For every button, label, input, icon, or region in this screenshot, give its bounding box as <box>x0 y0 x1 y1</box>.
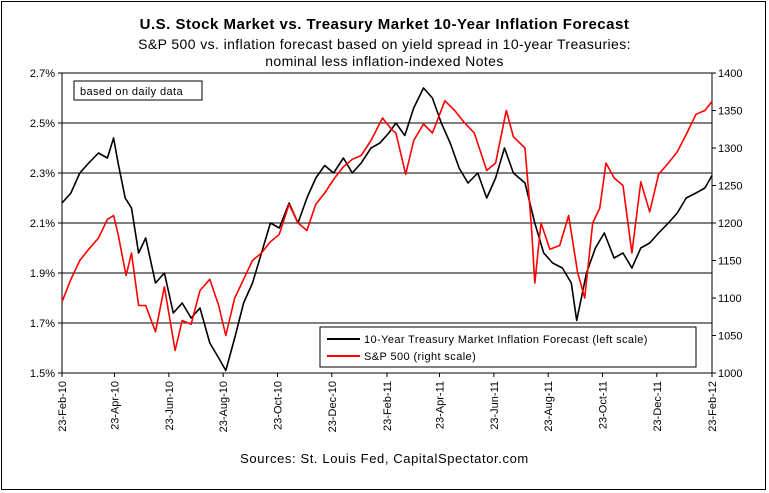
left-axis-tick-label: 2.1% <box>30 218 55 230</box>
left-axis-tick-label: 2.7% <box>30 68 55 80</box>
left-axis-tick-label: 1.5% <box>30 368 55 380</box>
x-axis-tick-label: 23-Oct-10 <box>272 381 284 430</box>
x-axis-tick-label: 23-Jun-11 <box>489 381 501 430</box>
x-axis-tick-label: 23-Dec-11 <box>652 381 664 432</box>
right-axis-tick-label: 1400 <box>718 68 742 80</box>
x-axis-tick-label: 23-Aug-10 <box>218 381 230 432</box>
x-axis-tick-label: 23-Feb-11 <box>382 381 394 431</box>
x-axis-tick-label: 23-Jun-10 <box>164 381 176 431</box>
x-axis-tick-label: 23-Oct-11 <box>597 381 609 429</box>
source-note: Sources: St. Louis Fed, CapitalSpectator… <box>240 451 529 466</box>
legend-label: S&P 500 (right scale) <box>364 351 476 363</box>
legend-label: 10-Year Treasury Market Inflation Foreca… <box>364 334 648 346</box>
sp500-line <box>61 100 713 352</box>
chart-subtitle-line-2: nominal less inflation-indexed Notes <box>265 53 504 69</box>
left-axis-tick-label: 2.3% <box>30 168 55 180</box>
x-axis-tick-label: 23-Apr-11 <box>435 381 447 429</box>
right-axis-tick-label: 1350 <box>718 106 742 118</box>
left-axis-tick-label: 2.5% <box>30 118 55 130</box>
right-axis-tick-label: 1200 <box>718 218 742 230</box>
inflation-forecast-line <box>61 87 713 372</box>
right-axis-tick-label: 1050 <box>718 331 742 343</box>
right-axis-tick-label: 1250 <box>718 181 742 193</box>
x-axis-tick-label: 23-Feb-10 <box>57 381 69 432</box>
legend-box <box>319 326 697 368</box>
x-axis-tick-label: 23-Feb-12 <box>707 381 719 432</box>
right-axis-tick-label: 1000 <box>718 368 742 380</box>
left-axis-tick-label: 1.9% <box>30 268 55 280</box>
annotation-text: based on daily data <box>80 86 183 98</box>
x-axis-tick-label: 23-Apr-10 <box>110 381 122 430</box>
chart-title: U.S. Stock Market vs. Treasury Market 10… <box>139 16 630 33</box>
x-axis-tick-label: 23-Aug-11 <box>543 381 555 432</box>
left-axis-tick-label: 1.7% <box>30 318 55 330</box>
annotation-box <box>73 80 203 101</box>
x-axis-tick-label: 23-Dec-10 <box>327 381 339 432</box>
right-axis-tick-label: 1150 <box>718 256 742 268</box>
right-axis-tick-label: 1300 <box>718 143 742 155</box>
right-axis-tick-label: 1100 <box>718 293 742 305</box>
chart-subtitle-line-1: S&P 500 vs. inflation forecast based on … <box>138 36 631 52</box>
